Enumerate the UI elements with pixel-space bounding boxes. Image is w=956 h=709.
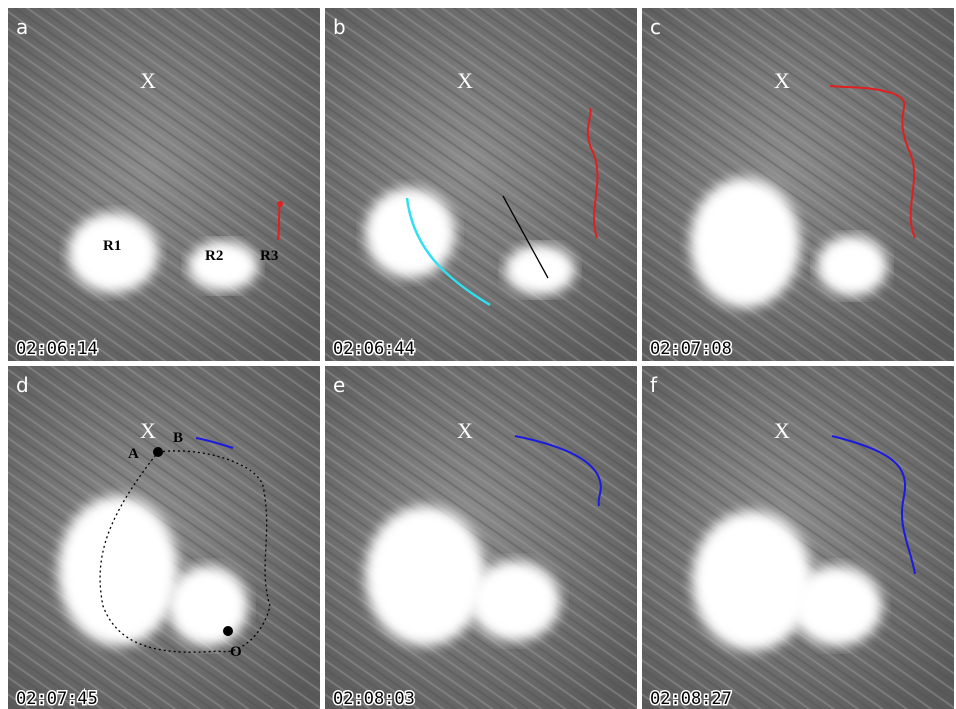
timestamp: 02:07:08: [650, 339, 732, 359]
panel-label: d: [16, 373, 29, 397]
page: a 02:06:14 X R1 R2 R3 b 02:06:44 X c 02:…: [0, 0, 956, 709]
annotation: X: [457, 418, 473, 443]
annotation: X: [457, 68, 473, 93]
panel: d 02:07:45 X A B O: [8, 366, 320, 709]
annotation: X: [140, 68, 156, 93]
annotation: R3: [260, 248, 278, 264]
panel: f 02:08:27 X: [642, 366, 954, 709]
panel-label: f: [650, 373, 658, 397]
panel: c 02:07:08 X: [642, 8, 954, 361]
annotation: X: [140, 418, 156, 443]
timestamp: 02:08:27: [650, 689, 732, 709]
timestamp: 02:08:03: [333, 689, 415, 709]
annotation: A: [128, 446, 139, 462]
panel-label: e: [333, 373, 345, 397]
panel-label: c: [650, 15, 661, 39]
annotation: X: [774, 418, 790, 443]
timestamp: 02:06:44: [333, 339, 415, 359]
panel: b 02:06:44 X: [325, 8, 637, 361]
panel-label: a: [16, 15, 28, 39]
panel: a 02:06:14 X R1 R2 R3: [8, 8, 320, 361]
annotation: R1: [103, 238, 121, 254]
timestamp: 02:06:14: [16, 339, 98, 359]
annotation: B: [173, 430, 183, 446]
annotation: X: [774, 68, 790, 93]
panel: e 02:08:03 X: [325, 366, 637, 709]
annotation: R2: [205, 248, 223, 264]
timestamp: 02:07:45: [16, 689, 98, 709]
panel-label: b: [333, 15, 346, 39]
annotation: O: [230, 644, 242, 660]
figure: a 02:06:14 X R1 R2 R3 b 02:06:44 X c 02:…: [0, 0, 956, 709]
